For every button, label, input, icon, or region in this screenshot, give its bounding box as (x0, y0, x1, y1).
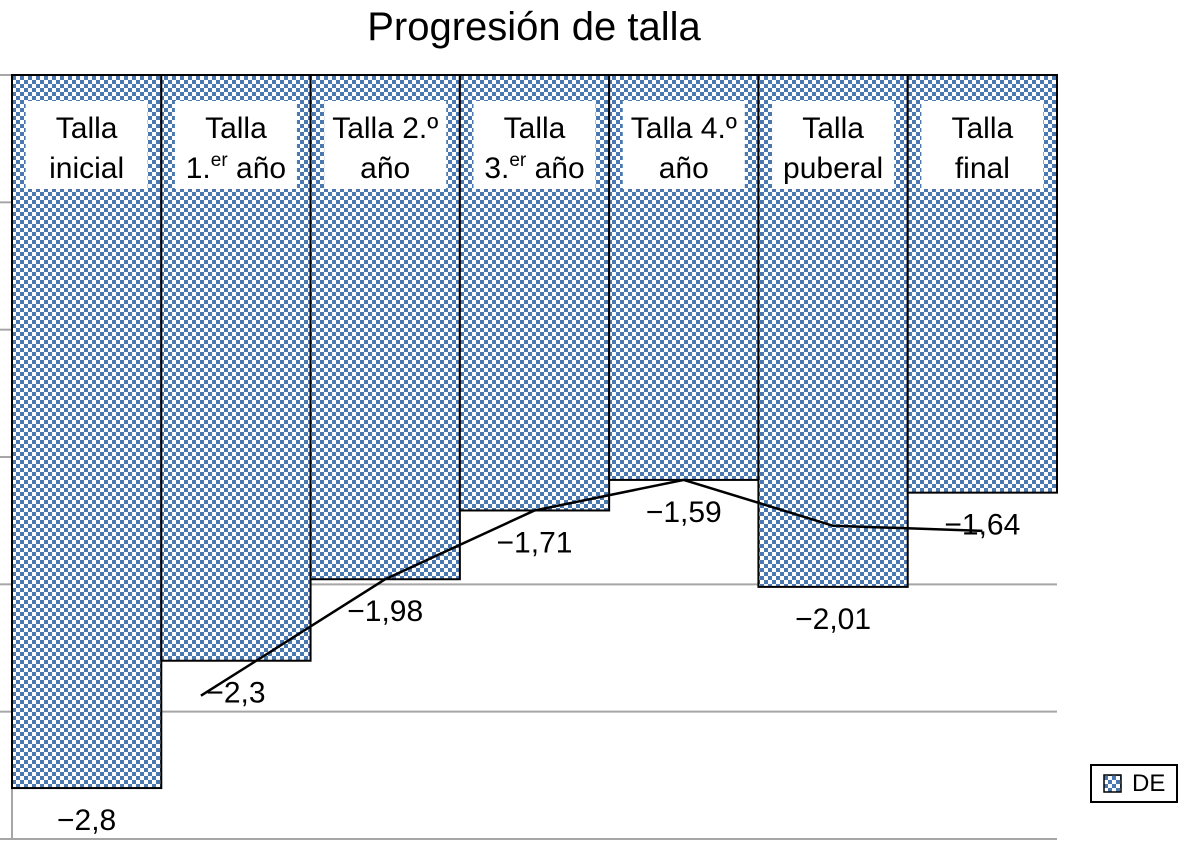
legend: DE (1090, 764, 1178, 803)
category-label-box (324, 101, 447, 189)
data-label: −1,98 (347, 595, 423, 628)
category-labels: Talla inicial Talla 1.er año Talla 2.º año Tal… (25, 101, 1044, 189)
data-label: −1,71 (497, 526, 573, 559)
category-label-box (25, 101, 148, 189)
category-label: Talla (802, 112, 864, 145)
category-label: final (955, 152, 1010, 185)
data-label: −1,64 (944, 509, 1020, 542)
category-label-box (622, 101, 745, 189)
category-label: Talla 4.º (631, 112, 737, 145)
trend-line (200, 478, 983, 697)
category-label: 1.er año (186, 150, 286, 185)
category-label: Talla 2.º (332, 112, 438, 145)
trend-line-path (200, 478, 983, 697)
bar (11, 74, 163, 790)
category-label: Talla (952, 112, 1014, 145)
data-label: −2,3 (206, 677, 265, 710)
data-label: −2,01 (795, 603, 871, 636)
chart-title: Progresión de talla (367, 5, 701, 49)
category-label: Talla (56, 112, 118, 145)
category-label: puberal (783, 152, 883, 185)
category-label: año (659, 152, 709, 185)
legend-swatch (1103, 774, 1122, 793)
data-labels: −2,8 −2,3 −1,98 −1,71 −1,59 −2,01 −1,64 (57, 496, 1020, 837)
category-label: 3.er año (484, 150, 584, 185)
legend-label: DE (1132, 770, 1165, 797)
category-label-box (174, 101, 297, 189)
category-label: Talla (205, 112, 267, 145)
category-label-box (772, 101, 895, 189)
data-label: −2,8 (57, 804, 116, 837)
category-label: Talla (504, 112, 566, 145)
data-label: −1,59 (646, 496, 722, 529)
category-label-box (921, 101, 1044, 189)
category-label-box (473, 101, 596, 189)
category-label: año (360, 152, 410, 185)
category-label: inicial (49, 152, 124, 185)
